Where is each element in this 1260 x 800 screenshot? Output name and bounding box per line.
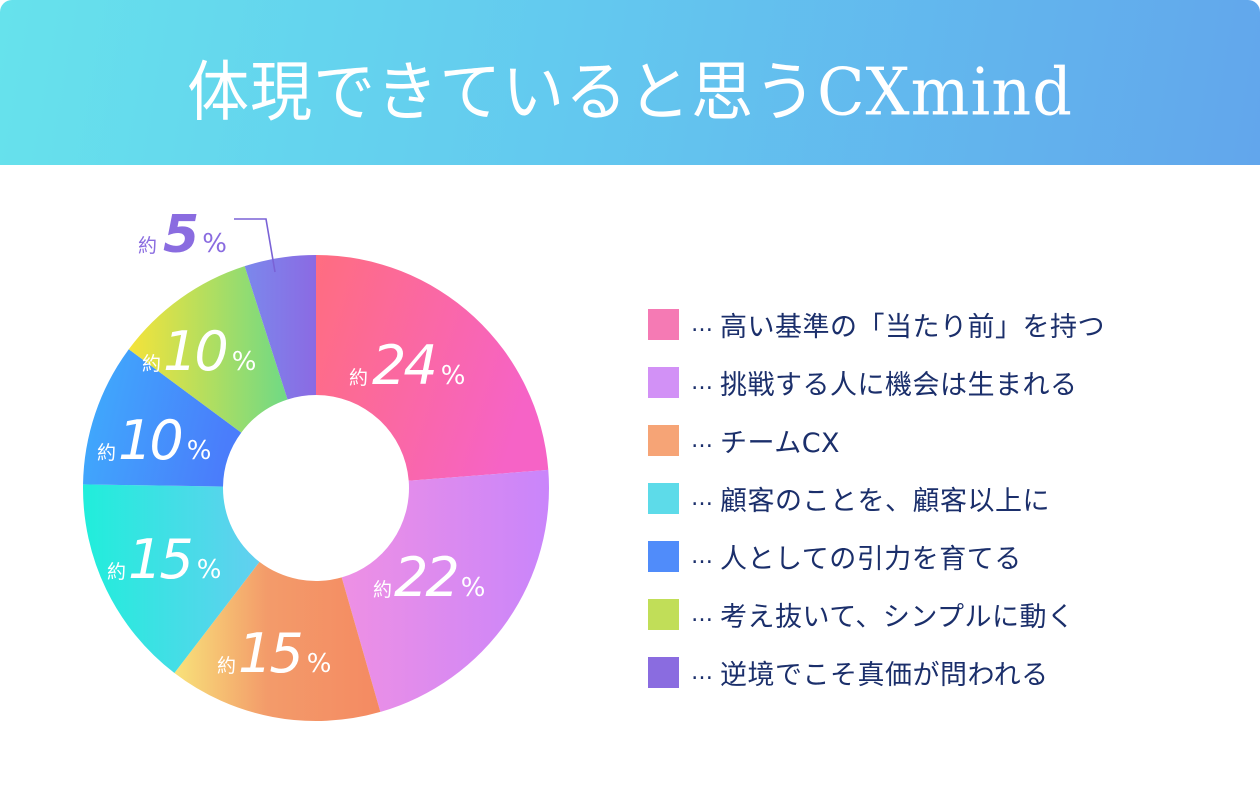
- slice-customer: [83, 484, 260, 674]
- legend-swatch-violet: [648, 656, 679, 688]
- legend-swatch-pink: [648, 308, 679, 340]
- legend-label: 高い基準の「当たり前」を持つ: [720, 311, 1105, 343]
- legend-item: … 挑戦する人に機会は生まれる: [648, 353, 1105, 411]
- slice-label-24: 約24%: [349, 334, 465, 397]
- legend-swatch-cyan: [648, 482, 679, 514]
- ellipsis-icon: …: [691, 543, 713, 569]
- slice-team-cx: [174, 561, 381, 721]
- header-banner: 体現できていると思うCXmind: [0, 0, 1260, 165]
- slice-challenge: [341, 469, 549, 712]
- legend-label: 逆境でこそ真価が問われる: [720, 659, 1049, 691]
- legend-swatch-green: [648, 598, 679, 630]
- page-title: 体現できていると思うCXmind: [187, 52, 1073, 130]
- ellipsis-icon: …: [691, 659, 713, 685]
- legend-label: チームCX: [720, 427, 841, 459]
- slice-label-10-green: 約10%: [142, 320, 256, 383]
- legend-item: … 高い基準の「当たり前」を持つ: [648, 295, 1105, 353]
- legend-label: 考え抜いて、シンプルに動く: [720, 601, 1075, 633]
- legend-item: … 考え抜いて、シンプルに動く: [648, 585, 1105, 643]
- legend-item: … 逆境でこそ真価が問われる: [648, 643, 1105, 701]
- legend-label: 顧客のことを、顧客以上に: [720, 485, 1050, 517]
- slice-think-simple: [128, 266, 288, 433]
- legend-swatch-orange: [648, 424, 679, 456]
- ellipsis-icon: …: [691, 369, 713, 395]
- slice-label-15-cyan: 約15%: [107, 528, 221, 591]
- slice-label-10-blue: 約10%: [97, 409, 211, 472]
- slice-label-5: 約 5%: [138, 205, 227, 265]
- slice-attraction: [83, 349, 242, 487]
- ellipsis-icon: …: [691, 485, 713, 511]
- legend-item: … 顧客のことを、顧客以上に: [648, 469, 1105, 527]
- legend-label: 挑戦する人に機会は生まれる: [720, 369, 1078, 401]
- legend-item: … 人としての引力を育てる: [648, 527, 1105, 585]
- slice-high-standards: [316, 255, 549, 481]
- donut-slices: [83, 255, 549, 721]
- legend-swatch-blue: [648, 540, 679, 572]
- legend: … 高い基準の「当たり前」を持つ … 挑戦する人に機会は生まれる … チームCX…: [648, 295, 1105, 701]
- legend-label: 人としての引力を育てる: [720, 543, 1022, 575]
- leader-line: [234, 218, 276, 273]
- slice-adversity: [244, 255, 316, 400]
- ellipsis-icon: …: [691, 427, 713, 453]
- ellipsis-icon: …: [691, 601, 713, 627]
- slice-label-15-orange: 約15%: [217, 622, 331, 685]
- legend-item: … チームCX: [648, 411, 1105, 469]
- ellipsis-icon: …: [691, 311, 713, 337]
- legend-swatch-purple: [648, 366, 679, 398]
- slice-label-22: 約22%: [373, 546, 485, 609]
